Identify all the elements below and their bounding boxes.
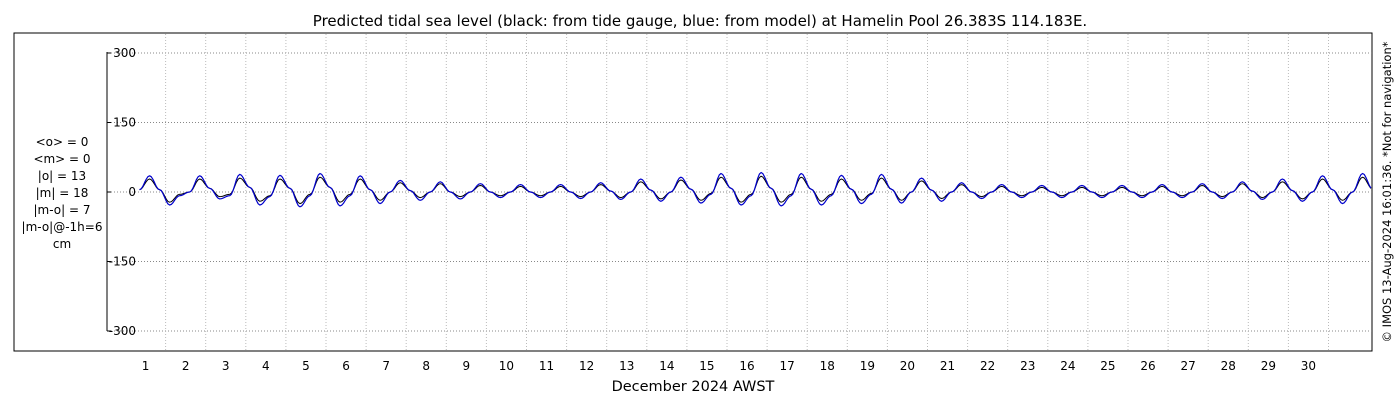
y-tick-label: -150	[109, 255, 136, 269]
y-tick-label: -300	[109, 324, 136, 338]
stat-abs-diff: |m-o| = 7	[34, 203, 91, 217]
x-tick-label: 27	[1181, 359, 1196, 373]
x-tick-label: 28	[1221, 359, 1236, 373]
x-tick-label: 12	[579, 359, 594, 373]
x-tick-label: 1	[142, 359, 150, 373]
y-tick-label: 300	[113, 46, 136, 60]
x-tick-label: 29	[1261, 359, 1276, 373]
x-tick-label: 13	[619, 359, 634, 373]
x-tick-label: 8	[422, 359, 430, 373]
x-tick-label: 5	[302, 359, 310, 373]
x-tick-label: 3	[222, 359, 230, 373]
grid-layer	[108, 34, 1372, 350]
x-tick-label: 4	[262, 359, 270, 373]
stat-unit: cm	[53, 237, 71, 251]
series-line-gauge	[139, 175, 1372, 205]
stat-abs-obs: |o| = 13	[38, 169, 86, 183]
x-tick-label: 16	[739, 359, 754, 373]
x-tick-label: 17	[780, 359, 795, 373]
x-tick-label: 24	[1060, 359, 1075, 373]
series-layer	[139, 171, 1372, 208]
stat-abs-diff-lag: |m-o|@-1h=6	[22, 220, 103, 234]
y-ticks: -300 -150 0 150 300	[107, 46, 136, 338]
x-tick-label: 14	[659, 359, 674, 373]
x-tick-label: 9	[463, 359, 471, 373]
stats-box: <o> = 0 <m> = 0 |o| = 13 |m| = 18 |m-o| …	[22, 135, 103, 251]
x-tick-label: 23	[1020, 359, 1035, 373]
x-tick-label: 30	[1301, 359, 1316, 373]
x-ticks: 1 2 3 4 5 6 7 8 9 10 11 12 13 14 15 16 17 18 19 20 21 22 23 24 2…	[142, 359, 1316, 373]
stat-mean-model: <m> = 0	[33, 152, 90, 166]
x-tick-label: 18	[820, 359, 835, 373]
x-axis-label: December 2024 AWST	[612, 379, 775, 395]
x-tick-label: 20	[900, 359, 915, 373]
x-tick-label: 21	[940, 359, 955, 373]
x-tick-label: 11	[539, 359, 554, 373]
series-line-model	[139, 171, 1372, 208]
y-tick-label: 0	[128, 185, 136, 199]
x-tick-label: 26	[1140, 359, 1155, 373]
credit-text: © IMOS 13-Aug-2024 16:01:36. *Not for na…	[1380, 41, 1394, 342]
x-tick-label: 25	[1100, 359, 1115, 373]
stat-mean-obs: <o> = 0	[36, 135, 89, 149]
x-tick-label: 15	[699, 359, 714, 373]
x-tick-label: 19	[860, 359, 875, 373]
x-tick-label: 7	[382, 359, 390, 373]
stat-abs-model: |m| = 18	[36, 186, 89, 200]
x-tick-label: 6	[342, 359, 350, 373]
chart-title: Predicted tidal sea level (black: from t…	[313, 12, 1087, 30]
x-tick-label: 2	[182, 359, 190, 373]
x-tick-label: 22	[980, 359, 995, 373]
x-tick-label: 10	[499, 359, 514, 373]
y-tick-label: 150	[113, 116, 136, 130]
